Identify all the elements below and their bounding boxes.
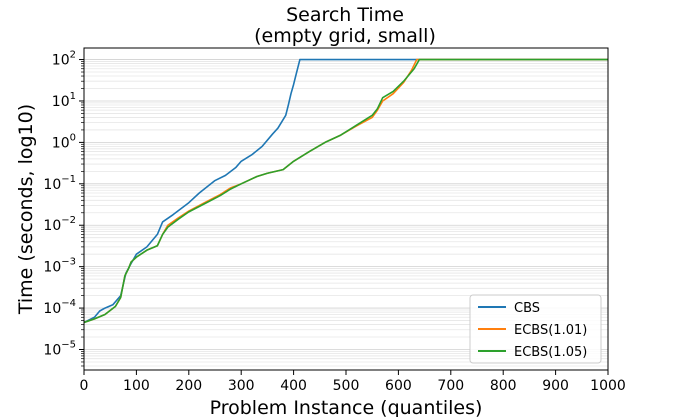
y-tick-label: 102 (52, 50, 76, 69)
plot-frame (83, 47, 609, 371)
x-tick-label: 800 (490, 378, 517, 394)
legend-box (469, 294, 602, 364)
y-tick-label: 10−5 (43, 340, 76, 359)
y-tick-label: 10−4 (43, 298, 76, 317)
y-tick-label: 10−2 (43, 215, 76, 234)
y-tick-label: 10−3 (43, 257, 76, 276)
y-tick-label: 101 (52, 91, 76, 110)
x-tick-label: 200 (175, 378, 202, 394)
series-line-cbs (83, 58, 608, 324)
x-tick-label: 700 (437, 378, 464, 394)
x-axis-title: Problem Instance (quantiles) (210, 397, 483, 417)
x-tick-label: 300 (228, 378, 255, 394)
chart-title: Search Time (286, 4, 404, 26)
series-line-ecbs-1-05 (83, 58, 608, 324)
legend-label: ECBS(1.01) (514, 323, 587, 338)
legend-label: CBS (514, 301, 540, 316)
x-tick-label: 900 (542, 378, 569, 394)
y-axis-title: Time (seconds, log10) (15, 104, 37, 315)
series-lines (83, 58, 608, 324)
x-tick-label: 500 (333, 378, 360, 394)
y-tick-label: 100 (52, 132, 76, 151)
x-tick-label: 100 (123, 378, 150, 394)
x-tick-label: 600 (385, 378, 412, 394)
legend: CBS ECBS(1.01) ECBS(1.05) (469, 294, 602, 364)
y-tick-label: 10−1 (43, 174, 76, 193)
legend-label: ECBS(1.05) (514, 345, 587, 360)
x-tick-label: 400 (280, 378, 307, 394)
x-tick-label: 1000 (590, 378, 626, 394)
chart-subtitle: (empty grid, small) (254, 25, 436, 47)
x-tick-label: 0 (80, 378, 89, 394)
